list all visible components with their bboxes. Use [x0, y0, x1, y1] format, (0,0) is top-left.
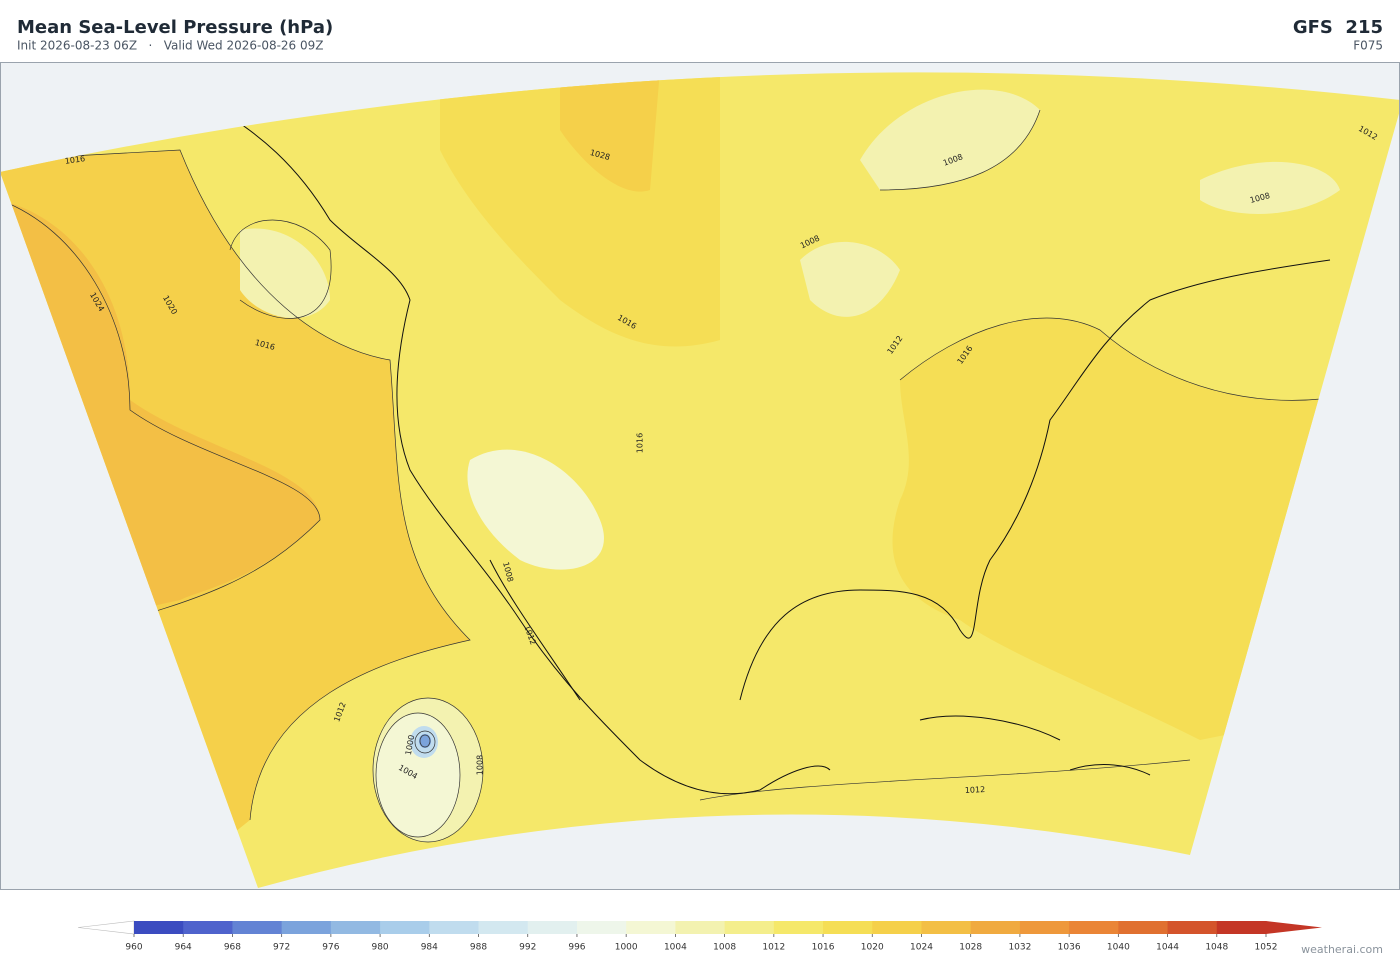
colorbar-tick-label: 960	[125, 943, 142, 953]
colorbar-extend-high	[1266, 921, 1322, 934]
colorbar-bin	[528, 921, 578, 934]
colorbar-bin	[134, 921, 184, 934]
colorbar-tick-label: 1040	[1107, 943, 1130, 953]
title: Mean Sea-Level Pressure (hPa)	[17, 17, 333, 38]
forecast-hour: F075	[1353, 39, 1383, 53]
colorbar-tick-label: 1024	[910, 943, 933, 953]
colorbar-tick-label: 1016	[812, 943, 835, 953]
colorbar-extend-low	[78, 921, 134, 934]
colorbar-bin	[675, 921, 725, 934]
colorbar-tick-label: 1020	[861, 943, 884, 953]
colorbar-bin	[725, 921, 775, 934]
colorbar-tick-label: 1008	[713, 943, 736, 953]
colorbar-tick-label: 988	[470, 943, 487, 953]
colorbar-bin	[282, 921, 332, 934]
colorbar-bin	[823, 921, 873, 934]
colorbar-bin	[1118, 921, 1168, 934]
colorbar-tick-label: 984	[421, 943, 438, 953]
colorbar-bin	[183, 921, 233, 934]
colorbar-tick-label: 1036	[1058, 943, 1081, 953]
contour-label: 1012	[965, 785, 986, 795]
colorbar-tick-label: 996	[568, 943, 585, 953]
colorbar-bin	[232, 921, 282, 934]
colorbar-tick-label: 976	[322, 943, 339, 953]
contour-label: 1016	[636, 433, 645, 453]
cyclone-eye	[419, 734, 431, 748]
colorbar-bin	[921, 921, 971, 934]
colorbar-tick-label: 1012	[762, 943, 785, 953]
model-name: GFS 215	[1293, 17, 1383, 38]
colorbar-tick-label: 1044	[1156, 943, 1179, 953]
colorbar-tick-label: 1052	[1255, 943, 1278, 953]
subtitle: Init 2026-08-23 06Z · Valid Wed 2026-08-…	[17, 39, 324, 53]
colorbar-bin	[1217, 921, 1267, 934]
colorbar-tick-label: 968	[224, 943, 241, 953]
colorbar-bin	[971, 921, 1021, 934]
colorbar: 960 964 968 972 976 980 984 988 992 996 1000 1004 10…	[78, 921, 1322, 953]
colorbar-tick-label: 992	[519, 943, 536, 953]
colorbar-tick-label: 1004	[664, 943, 687, 953]
colorbar-bin	[331, 921, 381, 934]
watermark: weatherai.com	[1301, 943, 1383, 956]
colorbar-bin	[1168, 921, 1218, 934]
colorbar-bin	[1069, 921, 1119, 934]
colorbar-tick-label: 972	[273, 943, 290, 953]
colorbar-bin	[479, 921, 529, 934]
colorbar-bin	[577, 921, 627, 934]
colorbar-bin	[380, 921, 430, 934]
colorbar-tick-label: 1028	[959, 943, 982, 953]
colorbar-tick-label: 1032	[1008, 943, 1031, 953]
colorbar-bin	[626, 921, 676, 934]
colorbar-tick-label: 964	[175, 943, 192, 953]
contour-label: 1008	[476, 755, 485, 775]
colorbar-bin	[1020, 921, 1070, 934]
colorbar-bin	[774, 921, 824, 934]
colorbar-bin	[872, 921, 922, 934]
colorbar-bin	[429, 921, 479, 934]
colorbar-tick-label: 1000	[615, 943, 638, 953]
colorbar-tick-label: 980	[371, 943, 388, 953]
colorbar-tick-label: 1048	[1205, 943, 1228, 953]
